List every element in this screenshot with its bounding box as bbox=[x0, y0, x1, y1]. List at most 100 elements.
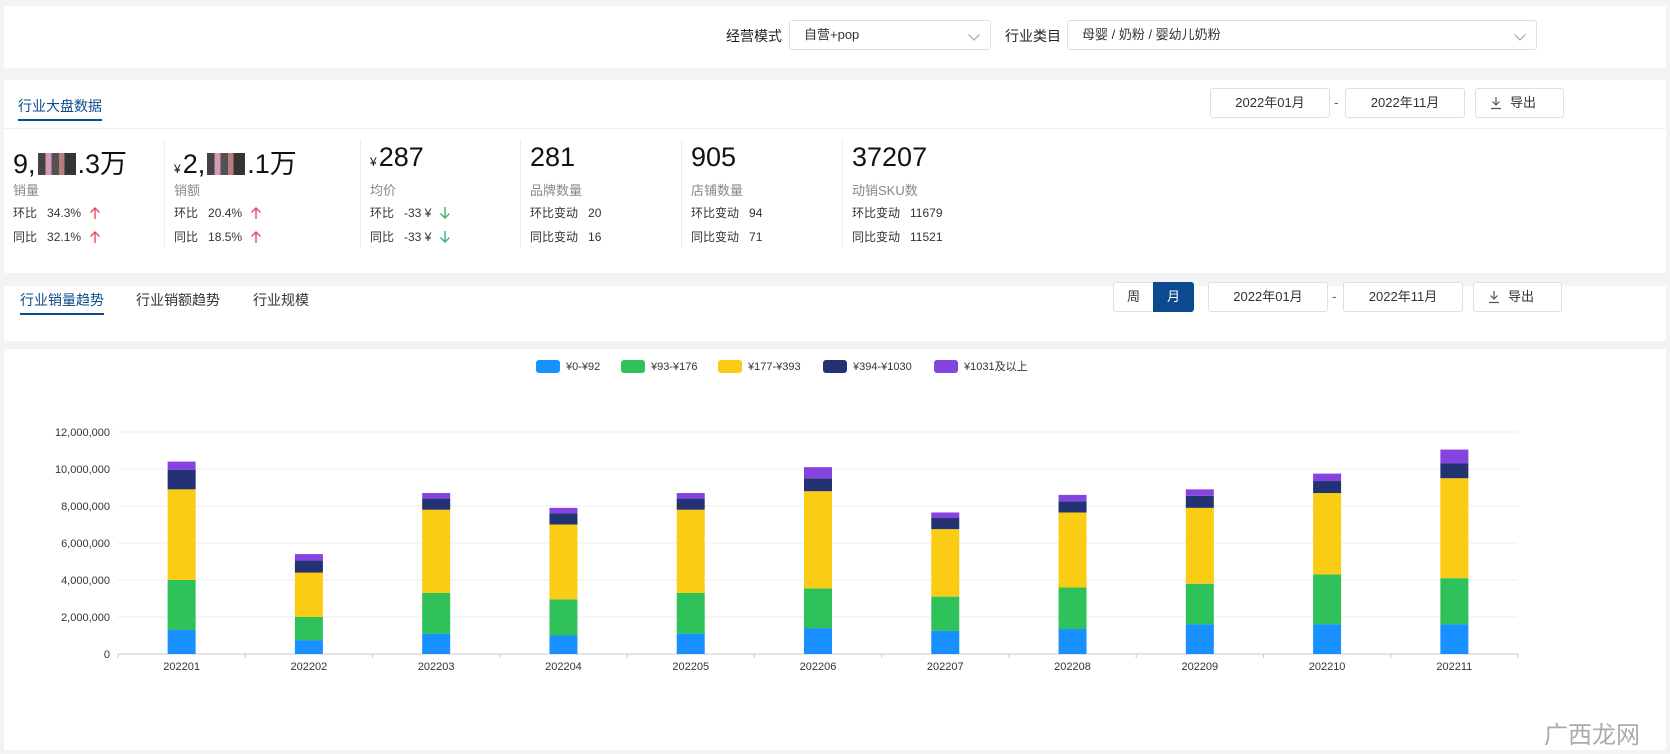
metric-name: 销额 bbox=[174, 183, 201, 198]
currency-symbol: ¥ bbox=[370, 155, 377, 169]
bar-segment bbox=[294, 640, 323, 654]
tab-sales-volume-trend[interactable]: 行业销量趋势 bbox=[20, 292, 104, 315]
metric-divider bbox=[360, 140, 361, 248]
bar-segment bbox=[1313, 574, 1342, 625]
mom-label: 环比变动 bbox=[691, 206, 740, 220]
metric-yoy: 同比 18.5% bbox=[174, 228, 262, 245]
y-tick-label: 8,000,000 bbox=[61, 501, 110, 513]
metric-divider bbox=[164, 140, 165, 248]
chevron-down-icon bbox=[968, 29, 980, 41]
bar-segment bbox=[167, 489, 196, 580]
arrow-up-icon bbox=[251, 231, 262, 243]
bar-segment bbox=[1185, 624, 1214, 654]
trend-date-start[interactable]: 2022年01月 bbox=[1208, 282, 1328, 312]
metric-value: ¥2, .1万 bbox=[174, 142, 297, 181]
metric-name: 动销SKU数 bbox=[852, 183, 918, 198]
overview-export-button[interactable]: 导出 bbox=[1475, 88, 1564, 118]
bar-segment bbox=[167, 580, 196, 630]
arrow-down-icon bbox=[440, 231, 451, 243]
category-label: 行业类目 bbox=[1005, 28, 1061, 44]
metric-value-prefix: 37207 bbox=[852, 142, 928, 172]
bar-segment bbox=[1058, 587, 1087, 630]
y-tick-label: 2,000,000 bbox=[61, 612, 110, 624]
x-tick-label: 202206 bbox=[800, 661, 837, 673]
y-tick-label: 12,000,000 bbox=[55, 427, 110, 439]
bar-segment bbox=[931, 518, 960, 530]
metric-value: 37207 bbox=[852, 142, 927, 173]
bar-segment bbox=[1440, 624, 1469, 654]
bar-segment bbox=[676, 498, 705, 510]
date-separator: - bbox=[1332, 288, 1337, 304]
yoy-value: 16 bbox=[588, 230, 602, 244]
overview-date-start[interactable]: 2022年01月 bbox=[1210, 88, 1330, 118]
bar-segment bbox=[1058, 629, 1087, 654]
mom-value: 11679 bbox=[910, 206, 943, 220]
tab-sales-amount-trend[interactable]: 行业销额趋势 bbox=[136, 292, 220, 308]
bar-segment bbox=[931, 630, 960, 654]
bar-segment bbox=[549, 524, 578, 600]
category-select[interactable]: 母婴 / 奶粉 / 婴幼儿奶粉 bbox=[1067, 20, 1537, 50]
metric-name: 均价 bbox=[370, 183, 397, 198]
metric-mom: 环比变动 11679 bbox=[852, 204, 943, 221]
bar-segment bbox=[1440, 478, 1469, 579]
metric-mom: 环比 20.4% bbox=[174, 204, 262, 221]
arrow-up-icon bbox=[251, 207, 262, 219]
x-tick-label: 202205 bbox=[672, 661, 709, 673]
x-tick-label: 202201 bbox=[163, 661, 200, 673]
bar-segment bbox=[1440, 449, 1469, 464]
x-tick-label: 202209 bbox=[1181, 661, 1218, 673]
legend-swatch bbox=[621, 360, 645, 373]
bar-segment bbox=[1313, 481, 1342, 494]
legend-label: ¥1031及以上 bbox=[963, 360, 1028, 373]
bar-segment bbox=[1440, 463, 1469, 479]
bar-segment bbox=[676, 592, 705, 634]
tab-industry-scale[interactable]: 行业规模 bbox=[253, 292, 309, 308]
week-toggle[interactable]: 周 bbox=[1113, 282, 1154, 312]
month-toggle[interactable]: 月 bbox=[1153, 282, 1194, 312]
yoy-value: -33 ¥ bbox=[404, 230, 432, 244]
download-icon bbox=[1491, 97, 1501, 110]
bar-segment bbox=[676, 509, 705, 593]
bar-segment bbox=[294, 617, 323, 641]
metric-divider bbox=[842, 140, 843, 248]
bar-segment bbox=[294, 572, 323, 617]
bar-segment bbox=[804, 628, 832, 654]
legend-swatch bbox=[934, 360, 958, 373]
bar-segment bbox=[676, 633, 705, 654]
mode-select[interactable]: 自营+pop bbox=[789, 20, 991, 50]
legend-swatch bbox=[718, 360, 742, 373]
bar-segment bbox=[1185, 489, 1214, 496]
chevron-down-icon bbox=[1514, 29, 1526, 41]
stacked-bar-chart: 0 2,000,000 4,000,000 6,000,000 8,000,000 10,… bbox=[55, 360, 1519, 673]
metric-value: 281 bbox=[530, 142, 575, 173]
overview-date-end[interactable]: 2022年11月 bbox=[1345, 88, 1465, 118]
trend-export-button[interactable]: 导出 bbox=[1473, 282, 1562, 312]
bar-segment bbox=[1313, 493, 1342, 575]
mom-label: 环比 bbox=[174, 206, 199, 220]
metric-yoy: 同比变动 11521 bbox=[852, 228, 943, 245]
bar-segment bbox=[1058, 494, 1087, 502]
yoy-label: 同比 bbox=[174, 230, 199, 244]
divider bbox=[4, 128, 1666, 129]
tab-industry-overview[interactable]: 行业大盘数据 bbox=[18, 98, 102, 121]
metric-yoy: 同比变动 71 bbox=[691, 228, 762, 245]
metric-yoy: 同比 32.1% bbox=[13, 228, 101, 245]
legend-label: ¥177-¥393 bbox=[747, 361, 801, 373]
yoy-value: 32.1% bbox=[47, 230, 82, 244]
metric-mom: 环比 -33 ¥ bbox=[370, 204, 451, 221]
bar-segment bbox=[294, 560, 323, 573]
metric-value-suffix: .1万 bbox=[247, 149, 297, 179]
x-tick-label: 202211 bbox=[1436, 661, 1472, 673]
bar-segment bbox=[549, 507, 578, 514]
bar-segment bbox=[676, 493, 705, 499]
arrow-up-icon bbox=[90, 231, 101, 243]
bar-segment bbox=[1313, 624, 1342, 654]
mode-select-value: 自营+pop bbox=[804, 27, 860, 42]
metric-name: 销量 bbox=[13, 183, 40, 198]
filter-bar: 经营模式 自营+pop 行业类目 母婴 / 奶粉 / 婴幼儿奶粉 bbox=[4, 6, 1666, 68]
mom-label: 环比 bbox=[13, 206, 38, 220]
bar-segment bbox=[931, 596, 960, 631]
trend-date-end[interactable]: 2022年11月 bbox=[1343, 282, 1463, 312]
bar-segment bbox=[1058, 512, 1087, 588]
yoy-value: 18.5% bbox=[208, 230, 243, 244]
